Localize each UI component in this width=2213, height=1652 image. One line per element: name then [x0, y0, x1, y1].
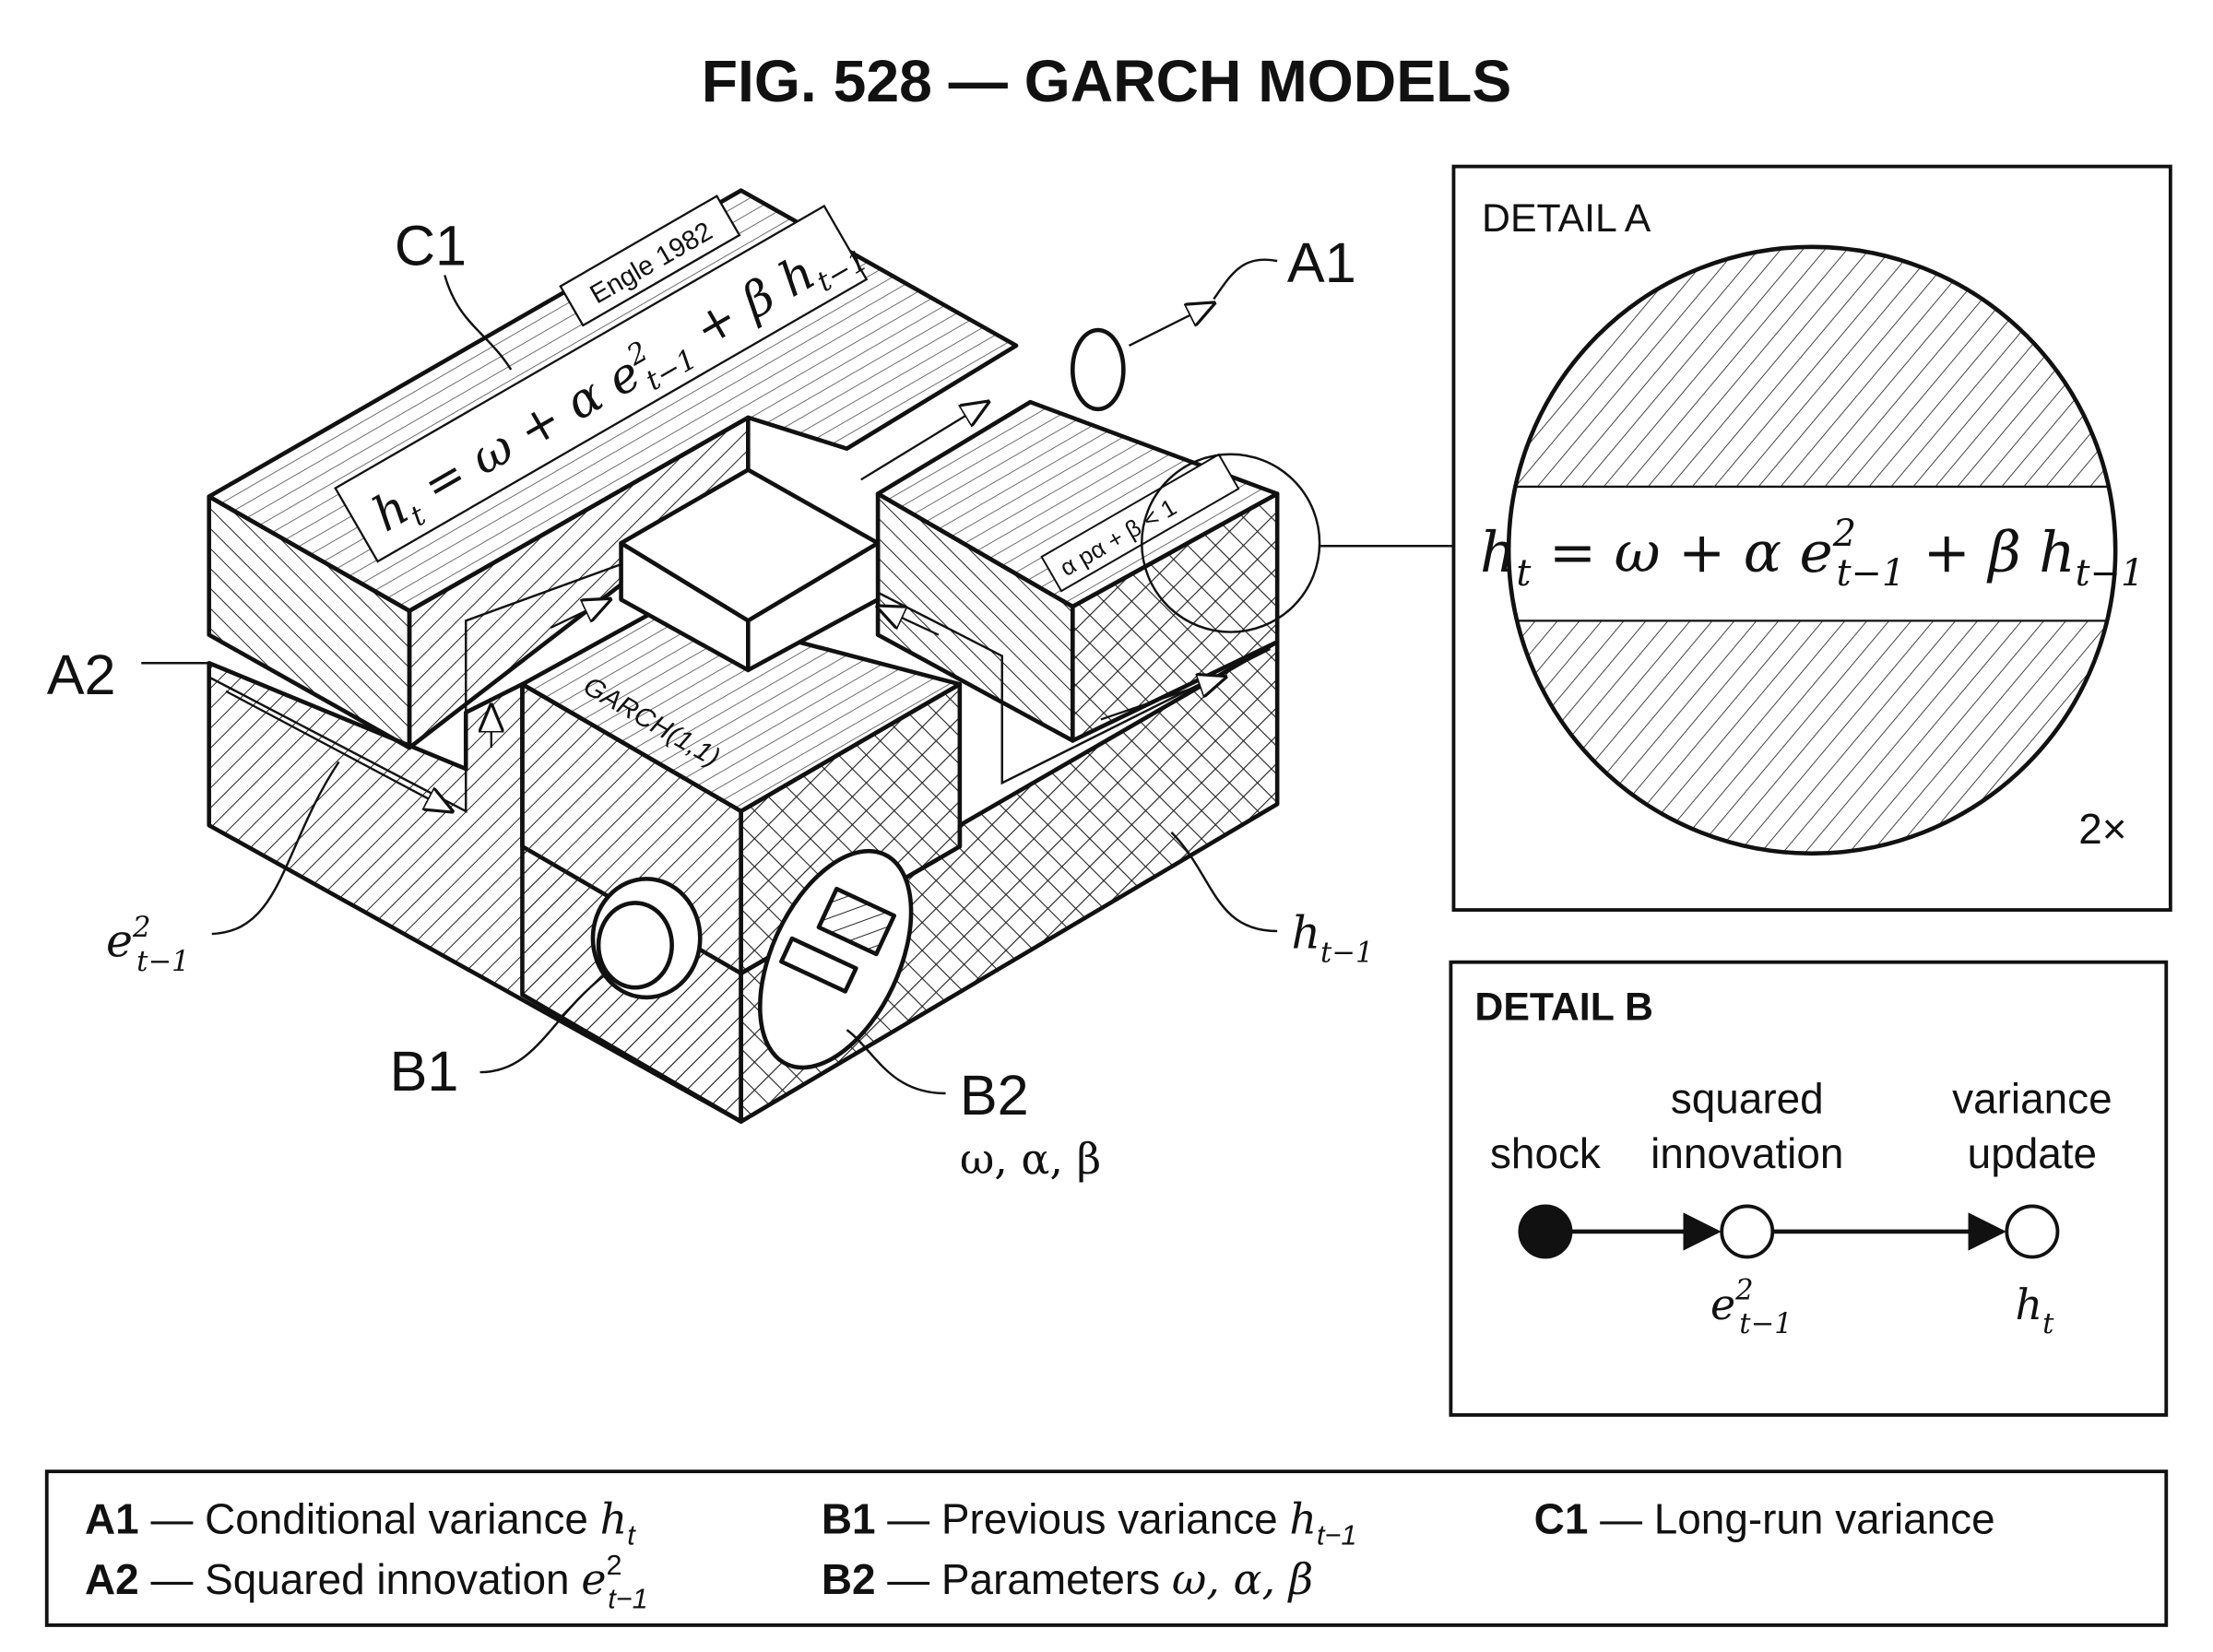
node-variance-label-1: variance — [1952, 1074, 2112, 1122]
b2-screw — [816, 886, 897, 957]
label-a1: A1 — [1287, 231, 1356, 294]
legend-item-a2: A2 — Squared innovation e2 t−1 — [85, 1550, 648, 1615]
node-variance-symbol: ht — [2016, 1280, 2055, 1340]
node-shock-label: shock — [1490, 1129, 1602, 1177]
node-squared-label-2: innovation — [1651, 1129, 1843, 1177]
output-port — [1070, 327, 1126, 412]
detail-a-panel: DETAIL A ht = ω + α e2 t−1 + β ht−1 2× — [1451, 164, 2172, 912]
leader-b1 — [479, 972, 609, 1074]
label-b1: B1 — [390, 1040, 459, 1103]
channel-path-right — [877, 591, 1272, 785]
detail-b-panel: DETAIL B shock squared innovation varian… — [1449, 960, 2169, 1417]
legend: A1 — Conditional variance ht B1 — Previo… — [44, 1469, 2169, 1627]
legend-item-a1: A1 — Conditional variance ht — [85, 1493, 636, 1551]
label-e-squared: e2 t−1 — [106, 912, 190, 978]
legend-item-b1: B1 — Previous variance ht−1 — [822, 1493, 1357, 1551]
flow-arrow-icon — [550, 599, 609, 630]
leader-c1 — [444, 275, 513, 371]
leader-e-squared — [211, 761, 340, 936]
flow-arrow-icon — [1100, 678, 1225, 721]
node-shock — [1518, 1204, 1573, 1259]
label-h-prev: ht−1 — [1291, 906, 1373, 969]
leader-h-prev — [1170, 832, 1278, 933]
detail-a-title: DETAIL A — [1482, 196, 1651, 241]
b2-pin — [779, 936, 858, 994]
detail-a-callout-circle — [1141, 453, 1321, 633]
label-a2: A2 — [47, 643, 116, 706]
detail-a-scale: 2× — [2078, 805, 2126, 853]
garch-block: Engle 1982 ht = ω + α e2t−1 + β ht−1 GAR… — [207, 188, 1454, 1124]
label-c1: C1 — [395, 215, 467, 277]
output-arrow-icon — [1128, 303, 1213, 347]
node-variance-update — [2005, 1204, 2060, 1259]
label-b2: B2 — [960, 1064, 1029, 1127]
node-variance-label-2: update — [1968, 1129, 2097, 1177]
figure-title: FIG. 528 — GARCH MODELS — [702, 48, 1511, 114]
channel-path — [208, 562, 621, 813]
flow-arrow-icon — [860, 402, 988, 481]
detail-a-circle — [1506, 244, 2118, 856]
leader-a1 — [1213, 258, 1278, 301]
front-block-top-face — [520, 604, 963, 814]
node-squared-label-1: squared — [1671, 1074, 1824, 1122]
node-squared-innovation — [1720, 1204, 1775, 1259]
flow-arrow-icon — [878, 607, 940, 636]
node-squared-symbol: e2 t−1 — [1710, 1274, 1793, 1340]
legend-item-c1: C1 — Long-run variance — [1534, 1494, 1995, 1542]
flow-arrow-icon — [225, 690, 452, 811]
label-b2-params: ω, α, β — [960, 1134, 1101, 1184]
leader-b2 — [846, 1029, 946, 1095]
legend-item-b2: B2 — Parameters ω, α, β — [822, 1554, 1313, 1604]
b1-knob — [596, 901, 674, 990]
detail-b-title: DETAIL B — [1474, 985, 1653, 1029]
right-block-right-face — [1070, 491, 1280, 743]
center-cube-right — [746, 540, 881, 673]
detail-a-equation: ht = ω + α e2 t−1 + β ht−1 — [1480, 513, 2144, 595]
